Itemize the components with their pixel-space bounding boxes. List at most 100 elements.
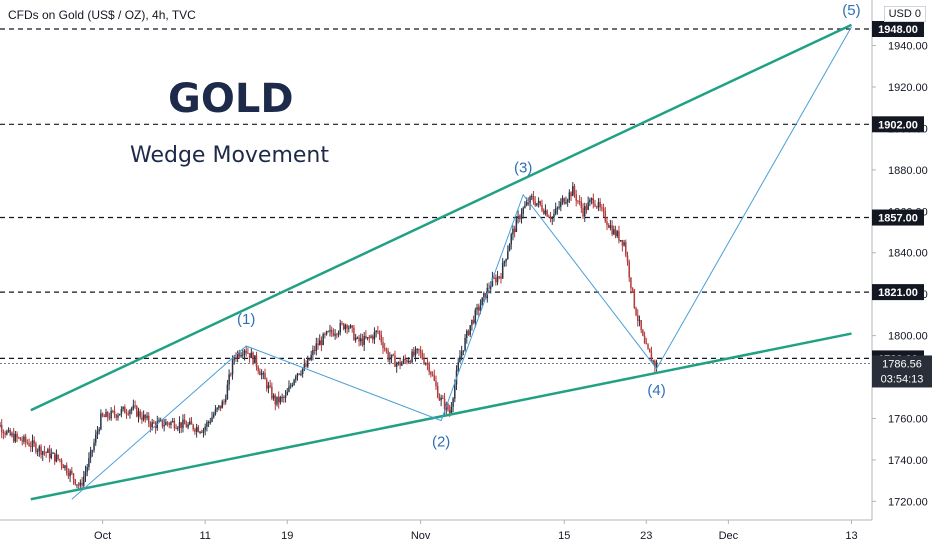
candle-body bbox=[83, 476, 85, 486]
x-tick-label: 23 bbox=[640, 530, 652, 542]
candle-body bbox=[428, 364, 430, 372]
candle-body bbox=[289, 385, 292, 387]
candle-body bbox=[14, 433, 17, 442]
candle-body bbox=[565, 202, 567, 204]
candle-body bbox=[187, 424, 189, 428]
candle-body bbox=[655, 362, 658, 368]
candle-body bbox=[544, 210, 547, 214]
y-tick-label: 1940.00 bbox=[888, 41, 928, 53]
wave-label-2: (2) bbox=[432, 434, 450, 451]
candle-body bbox=[604, 210, 607, 222]
candle-body bbox=[525, 202, 528, 206]
candle-body bbox=[527, 202, 530, 205]
candle-body bbox=[242, 354, 244, 356]
candle-body bbox=[611, 225, 613, 235]
candle-body bbox=[537, 201, 540, 204]
candle-body bbox=[325, 331, 328, 335]
candle-body bbox=[433, 375, 436, 381]
y-tick-label: 1880.00 bbox=[888, 165, 928, 177]
candle-body bbox=[402, 358, 405, 363]
level-tag bbox=[872, 209, 924, 226]
candle-body bbox=[89, 450, 92, 458]
level-tag-label: 1857.00 bbox=[878, 213, 918, 225]
level-tag-label: 1902.00 bbox=[878, 119, 918, 131]
candle-body bbox=[519, 215, 521, 220]
candle-body bbox=[619, 240, 622, 242]
wave-label-1: (1) bbox=[237, 311, 255, 328]
candle-body bbox=[373, 332, 376, 340]
candle-body bbox=[286, 391, 288, 396]
candle-body bbox=[151, 422, 153, 428]
candle-body bbox=[413, 351, 415, 356]
candle-body bbox=[354, 337, 357, 341]
candle-body bbox=[512, 228, 514, 235]
candle-body bbox=[204, 426, 206, 430]
candle-body bbox=[320, 340, 323, 345]
candle-body bbox=[206, 422, 208, 427]
candle-body bbox=[209, 421, 212, 423]
symbol-legend[interactable]: CFDs on Gold (US$ / OZ), 4h, TVC bbox=[8, 8, 196, 22]
candle-body bbox=[498, 276, 501, 278]
candle-body bbox=[597, 202, 600, 208]
candle-body bbox=[41, 451, 44, 455]
candle-body bbox=[394, 355, 396, 367]
candle-body bbox=[127, 413, 129, 415]
candle-body bbox=[26, 442, 29, 444]
candle-body bbox=[148, 415, 150, 424]
y-tick-label: 1840.00 bbox=[888, 248, 928, 260]
candle-body bbox=[2, 432, 5, 434]
candle-body bbox=[16, 433, 18, 438]
candle-body bbox=[614, 229, 617, 237]
candle-body bbox=[508, 244, 511, 252]
candle-body bbox=[252, 352, 254, 364]
candle-body bbox=[233, 357, 235, 360]
candle-body bbox=[7, 430, 10, 432]
candle-body bbox=[257, 366, 259, 372]
candle-body bbox=[279, 397, 282, 403]
candle-body bbox=[195, 427, 198, 432]
candle-body bbox=[228, 374, 230, 385]
candle-body bbox=[409, 360, 412, 363]
candle-body bbox=[371, 336, 374, 340]
candle-body bbox=[375, 330, 377, 333]
candle-body bbox=[582, 208, 584, 217]
candle-body bbox=[431, 374, 434, 376]
candle-body bbox=[281, 397, 283, 399]
candle-body bbox=[4, 433, 6, 435]
candle-body bbox=[88, 457, 90, 468]
y-tick-label: 1800.00 bbox=[888, 331, 928, 343]
candle-body bbox=[45, 452, 47, 454]
candle-body bbox=[366, 337, 369, 339]
candle-body bbox=[452, 398, 454, 407]
candle-body bbox=[35, 443, 37, 452]
candle-body bbox=[360, 338, 362, 342]
candle-body bbox=[247, 352, 249, 354]
candle-body bbox=[481, 297, 483, 306]
candle-body bbox=[166, 422, 169, 424]
candle-body bbox=[561, 198, 564, 202]
currency-selector[interactable]: USD 0 bbox=[883, 6, 926, 22]
candle-body bbox=[443, 398, 446, 410]
candle-body bbox=[0, 424, 1, 427]
upper-trendline bbox=[30, 23, 853, 412]
candle-body bbox=[474, 309, 477, 324]
candle-body bbox=[501, 263, 504, 279]
candle-body bbox=[450, 406, 453, 414]
x-tick-label: Oct bbox=[94, 530, 111, 542]
candle-body bbox=[245, 350, 247, 353]
candle-body bbox=[476, 307, 478, 310]
candle-body bbox=[124, 406, 126, 414]
candle-body bbox=[105, 411, 107, 418]
candle-body bbox=[317, 343, 319, 346]
candle-body bbox=[57, 454, 59, 460]
candle-body bbox=[423, 358, 425, 364]
candle-body bbox=[79, 482, 82, 486]
candle-body bbox=[272, 395, 275, 399]
candle-body bbox=[577, 200, 579, 202]
candle-body bbox=[515, 218, 518, 232]
candle-body bbox=[336, 334, 338, 336]
candle-body bbox=[534, 201, 536, 206]
candle-body bbox=[601, 207, 603, 209]
wave-label-3: (3) bbox=[514, 160, 532, 177]
candle-body bbox=[112, 410, 114, 412]
